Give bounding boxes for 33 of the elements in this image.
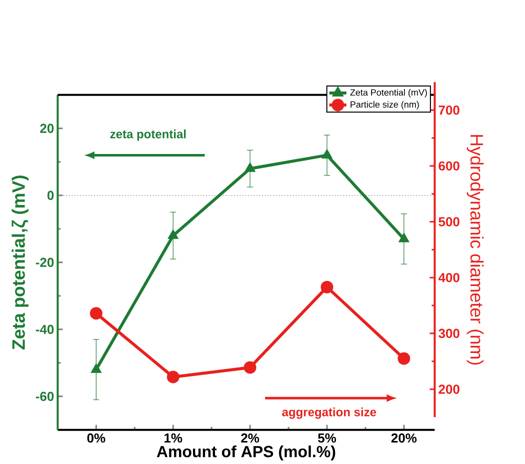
x-tick-label: 5% xyxy=(318,434,336,443)
point xyxy=(168,229,179,239)
y2-tick-label: 500 xyxy=(438,217,460,226)
y2-tick-label: 200 xyxy=(438,384,460,394)
point xyxy=(90,363,102,373)
x-tick-label: 20% xyxy=(391,434,417,443)
point xyxy=(90,307,102,320)
x-tick-label: 0% xyxy=(87,434,106,443)
y-tick-label: 0 xyxy=(47,190,54,200)
point xyxy=(166,370,180,384)
point xyxy=(398,232,410,242)
point xyxy=(244,361,256,374)
y2-tick-label: 400 xyxy=(438,273,460,282)
y2-tick-label: 300 xyxy=(438,328,460,338)
y2-tick-label: 600 xyxy=(438,161,460,171)
y-axis-title: Zeta potential,ζ (mV) xyxy=(12,176,29,350)
legend-label: Zeta Potential (mV) xyxy=(350,89,427,98)
point xyxy=(398,352,410,365)
y-tick-label: -60 xyxy=(36,392,54,402)
point xyxy=(322,149,332,159)
point xyxy=(320,280,334,294)
y2-axis-title: Hydrodynamic diameter (nm) xyxy=(466,135,484,365)
x-axis-title: Amount of APS (mol.%) xyxy=(156,446,336,461)
annotation: aggregation size xyxy=(282,408,376,419)
point xyxy=(244,162,256,172)
x-tick-label: 2% xyxy=(241,434,260,443)
x-tick-label: 1% xyxy=(164,434,182,443)
y-tick-label: -40 xyxy=(36,324,54,334)
annotation: zeta potential xyxy=(110,130,186,141)
y-tick-label: -20 xyxy=(36,258,54,268)
y-tick-label: 20 xyxy=(40,124,54,134)
legend-label: Particle size (nm) xyxy=(350,101,419,110)
y2-tick-label: 700 xyxy=(438,106,460,115)
